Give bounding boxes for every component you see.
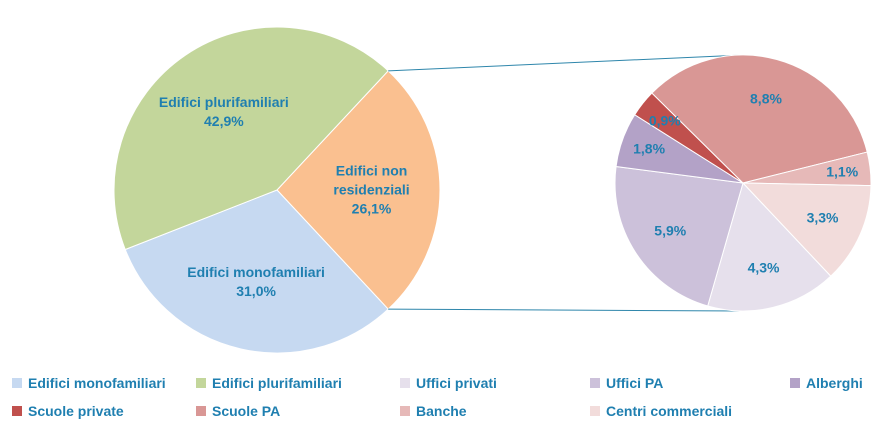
slice-name: Edifici plurifamiliari	[158, 93, 289, 110]
legend-item: Edifici monofamiliari	[12, 375, 166, 391]
pie-slice	[651, 54, 868, 184]
pie-slice	[124, 189, 389, 354]
pie-slice	[741, 182, 872, 277]
legend-item: Scuole PA	[196, 403, 280, 419]
pie-slice	[707, 182, 832, 312]
legend-label: Centri commerciali	[606, 403, 733, 419]
slice-value: 42,9%	[204, 112, 244, 129]
legend-item: Centri commerciali	[590, 403, 732, 419]
legend-swatch	[196, 406, 206, 416]
legend-label: Uffici PA	[606, 375, 664, 391]
slice-label: 0,9%	[648, 112, 681, 129]
legend-item: Uffici PA	[590, 375, 663, 391]
legend-label: Banche	[416, 403, 467, 419]
connector-line	[388, 308, 744, 312]
slice-label: 5,9%	[654, 222, 687, 239]
legend-swatch	[12, 406, 22, 416]
slice-label: 4,3%	[747, 259, 780, 276]
legend-item: Alberghi	[790, 375, 863, 391]
legend-item: Uffici privati	[400, 375, 497, 391]
slice-label: Edifici non residenziali 26,1%	[312, 162, 432, 219]
slice-label: 8,8%	[750, 90, 782, 107]
legend-swatch	[590, 406, 600, 416]
legend-swatch	[400, 378, 410, 388]
slice-label: Edifici plurifamiliari 42,9%	[159, 93, 289, 131]
legend-label: Edifici plurifamiliari	[212, 375, 342, 391]
slice-label: 3,3%	[806, 209, 839, 226]
legend-item: Banche	[400, 403, 467, 419]
legend-label: Uffici privati	[416, 375, 497, 391]
legend-swatch	[590, 378, 600, 388]
legend-swatch	[790, 378, 800, 388]
pie-slice	[614, 165, 744, 307]
legend-label: Scuole PA	[212, 403, 281, 419]
slice-label: 1,8%	[633, 140, 666, 157]
pie-slice	[276, 70, 441, 310]
connector-line	[388, 54, 744, 72]
legend-swatch	[12, 378, 22, 388]
slice-label: 1,1%	[826, 163, 859, 180]
slice-name: Edifici monofamiliari	[187, 264, 325, 281]
pie-slice	[113, 26, 389, 251]
slice-value: 26,1%	[351, 200, 392, 217]
legend-item: Edifici plurifamiliari	[196, 375, 342, 391]
legend-label: Alberghi	[806, 375, 863, 391]
slice-name: Edifici non residenziali	[333, 162, 410, 198]
legend-swatch	[400, 406, 410, 416]
legend-label: Edifici monofamiliari	[28, 375, 166, 391]
slice-value: 31,0%	[236, 283, 276, 300]
slice-label: Edifici monofamiliari 31,0%	[187, 263, 325, 301]
legend-item: Scuole private	[12, 403, 124, 419]
legend-swatch	[196, 378, 206, 388]
legend-label: Scuole private	[28, 403, 124, 419]
